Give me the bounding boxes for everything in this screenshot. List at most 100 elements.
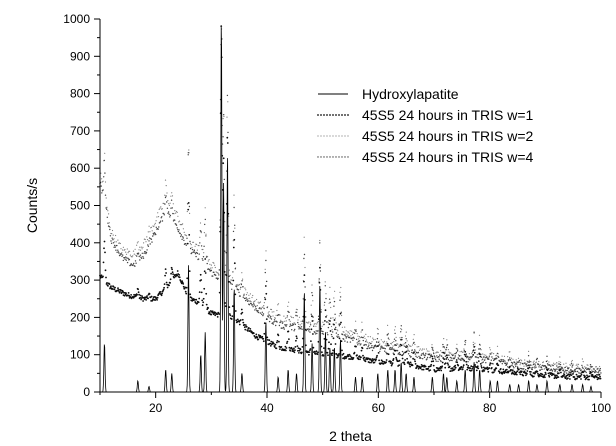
data-point <box>258 302 260 304</box>
data-point <box>214 314 217 317</box>
data-point <box>262 340 265 343</box>
data-point <box>254 336 257 339</box>
data-point <box>161 216 163 218</box>
data-point <box>384 344 386 347</box>
data-point <box>307 322 309 324</box>
data-point <box>228 275 230 277</box>
data-point <box>323 347 325 349</box>
data-point <box>450 352 452 354</box>
data-point <box>235 286 238 288</box>
data-point <box>488 355 491 357</box>
data-point <box>578 367 581 370</box>
data-point <box>524 369 527 371</box>
data-point <box>441 355 443 357</box>
data-point <box>171 268 174 271</box>
data-point <box>189 212 191 214</box>
data-point <box>481 359 483 361</box>
data-point <box>407 353 410 355</box>
data-point <box>259 307 261 309</box>
data-point <box>232 240 234 242</box>
data-point <box>400 325 402 327</box>
data-point <box>245 299 247 302</box>
data-point <box>391 341 393 344</box>
data-point <box>244 328 247 331</box>
data-point <box>548 361 550 363</box>
data-point <box>493 369 496 372</box>
data-point <box>413 341 415 344</box>
data-point <box>272 315 274 317</box>
data-point <box>114 244 116 247</box>
data-point <box>155 226 157 228</box>
data-point <box>421 368 423 371</box>
legend-swatch-dot <box>332 135 334 137</box>
data-point <box>498 370 501 373</box>
data-point <box>578 372 580 374</box>
data-point <box>198 291 201 293</box>
data-point <box>553 362 555 364</box>
data-point <box>407 349 409 351</box>
data-point <box>266 306 268 309</box>
data-point <box>298 316 301 318</box>
data-point <box>483 354 485 356</box>
data-point <box>279 321 282 323</box>
data-point <box>204 272 207 274</box>
data-point <box>106 206 108 208</box>
data-point <box>101 192 103 194</box>
data-point <box>427 367 430 370</box>
data-point <box>403 351 405 354</box>
data-point <box>327 326 330 329</box>
data-point <box>371 341 373 343</box>
data-point <box>199 273 202 276</box>
data-point <box>141 295 144 297</box>
data-point <box>351 330 353 332</box>
data-point <box>537 372 539 375</box>
data-point <box>182 236 184 238</box>
data-point <box>257 310 259 312</box>
data-point <box>257 338 260 341</box>
data-point <box>277 304 279 306</box>
data-point <box>535 362 537 364</box>
data-point <box>333 319 336 321</box>
data-point <box>310 340 312 342</box>
data-point <box>109 235 112 237</box>
data-point <box>137 241 139 243</box>
data-point <box>284 320 286 322</box>
data-point <box>587 364 589 366</box>
data-point <box>453 357 456 359</box>
data-point <box>269 315 271 317</box>
data-point <box>179 232 181 235</box>
data-point <box>216 316 219 318</box>
data-point <box>568 375 571 378</box>
data-point <box>267 312 269 314</box>
legend-swatch-dot <box>320 114 322 116</box>
data-point <box>355 345 357 348</box>
data-point <box>143 242 145 244</box>
data-point <box>583 370 585 373</box>
data-point <box>234 310 237 312</box>
data-point <box>436 355 438 357</box>
data-point <box>473 331 475 333</box>
data-point <box>236 285 238 287</box>
data-point <box>391 362 394 364</box>
data-point <box>316 332 318 335</box>
data-point <box>364 343 366 346</box>
data-point <box>360 349 363 352</box>
data-point <box>570 368 572 371</box>
data-point <box>186 237 188 239</box>
data-point <box>540 368 542 370</box>
data-point <box>202 297 205 300</box>
data-point <box>108 225 110 228</box>
data-point <box>334 313 336 315</box>
data-point <box>504 360 506 362</box>
data-point <box>538 360 540 363</box>
data-point <box>107 285 109 287</box>
data-point <box>235 284 237 286</box>
data-point <box>157 212 159 214</box>
data-point <box>211 267 213 269</box>
data-point <box>445 346 448 349</box>
data-point <box>253 304 255 306</box>
data-point <box>163 202 165 205</box>
data-point <box>456 348 458 350</box>
data-point <box>295 314 297 317</box>
data-point <box>570 361 573 363</box>
